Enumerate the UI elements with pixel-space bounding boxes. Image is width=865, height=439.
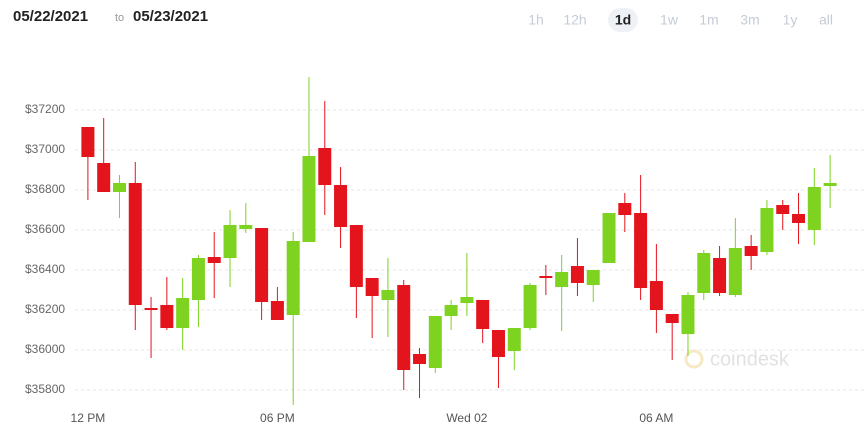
candle-body	[176, 298, 190, 328]
candle-body	[760, 208, 774, 252]
candle-body	[302, 156, 316, 242]
candle-body	[681, 295, 695, 334]
candle-body	[602, 213, 616, 263]
candle-body	[191, 258, 205, 300]
y-tick-label: $37200	[25, 102, 65, 116]
candle-body	[776, 205, 790, 214]
candle-body	[744, 246, 758, 256]
watermark: coindesk	[684, 348, 790, 370]
candle-body	[365, 278, 379, 296]
candle-body	[634, 213, 648, 288]
candle-body	[523, 285, 537, 328]
range-button[interactable]: 12h	[563, 12, 586, 28]
candle-body	[112, 183, 126, 192]
candle-body	[128, 183, 142, 305]
candle-body	[334, 185, 348, 227]
range-button[interactable]: 1m	[699, 12, 718, 28]
candle-body	[444, 305, 458, 316]
candle-body	[665, 314, 679, 323]
range-button-bg[interactable]	[608, 8, 638, 32]
date-to: 05/23/2021	[133, 8, 208, 25]
x-tick-label: 12 PM	[71, 411, 106, 425]
candle-body	[381, 290, 395, 300]
candle-body	[207, 257, 221, 263]
candle-body	[144, 308, 158, 310]
candle-body	[286, 241, 300, 315]
candle-body	[697, 253, 711, 293]
watermark-text: coindesk	[710, 348, 790, 370]
range-button[interactable]: all	[819, 12, 833, 28]
candle-body	[81, 127, 95, 157]
candle-body	[713, 258, 727, 293]
date-separator: to	[115, 12, 124, 24]
candle-body	[555, 272, 569, 287]
candle-body	[223, 225, 237, 258]
date-from: 05/22/2021	[13, 8, 88, 25]
candle-body	[349, 225, 363, 287]
range-button[interactable]: 1d	[615, 12, 631, 28]
candle-body	[397, 285, 411, 370]
range-button[interactable]: 1h	[528, 12, 544, 28]
candle-body	[270, 301, 284, 320]
x-tick-label: Wed 02	[446, 411, 487, 425]
candle-body	[507, 328, 521, 351]
candle-body	[413, 354, 427, 364]
x-tick-label: 06 PM	[260, 411, 295, 425]
y-tick-label: $36800	[25, 182, 65, 196]
candle-body	[618, 203, 632, 215]
candle-body	[539, 276, 553, 278]
candle-body	[807, 187, 821, 230]
candle-body	[792, 214, 806, 223]
candle-body	[570, 266, 584, 283]
y-tick-label: $36000	[25, 342, 65, 356]
candle-body	[476, 300, 490, 329]
range-button[interactable]: 3m	[740, 12, 759, 28]
range-button[interactable]: 1y	[783, 12, 798, 28]
x-tick-label: 06 AM	[639, 411, 673, 425]
y-tick-label: $36600	[25, 222, 65, 236]
candle-body	[823, 183, 837, 186]
y-tick-label: $36200	[25, 302, 65, 316]
candle-body	[460, 297, 474, 303]
watermark-icon	[684, 349, 704, 369]
candle-body	[97, 163, 111, 192]
candle-body	[239, 225, 253, 229]
candle-body	[255, 228, 269, 302]
y-tick-label: $37000	[25, 142, 65, 156]
candle-body	[160, 305, 174, 328]
candle-body	[649, 281, 663, 310]
candle-body	[728, 248, 742, 295]
range-button[interactable]: 1w	[660, 12, 679, 28]
candle-body	[318, 148, 332, 185]
y-tick-label: $36400	[25, 262, 65, 276]
candle-body	[586, 270, 600, 285]
y-tick-label: $35800	[25, 382, 65, 396]
candle-body	[491, 330, 505, 357]
candle-body	[428, 316, 442, 368]
